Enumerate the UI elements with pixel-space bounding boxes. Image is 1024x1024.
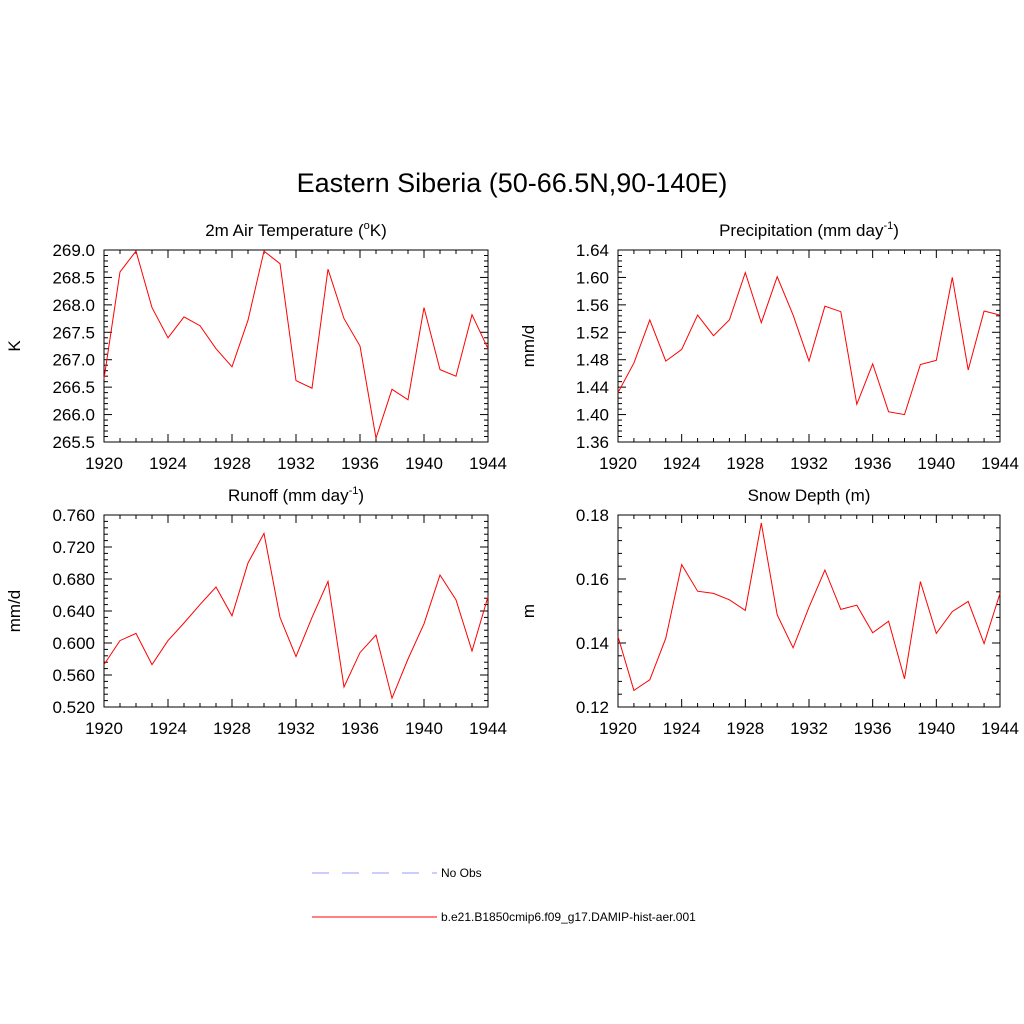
- y-tick-label: 1.48: [576, 351, 609, 370]
- x-tick-label: 1944: [469, 719, 507, 738]
- x-tick-label: 1920: [599, 454, 637, 473]
- x-tick-label: 1924: [663, 719, 701, 738]
- x-tick-label: 1932: [790, 719, 828, 738]
- y-tick-label: 1.44: [576, 378, 609, 397]
- panel-title: Runoff (mm day-1): [228, 485, 364, 505]
- series-line: [103, 531, 489, 700]
- x-tick-label: 1928: [726, 719, 764, 738]
- y-tick-label: 267.5: [52, 323, 95, 342]
- legend: No Obs b.e21.B1850cmip6.f09_g17.DAMIP-his…: [312, 866, 696, 924]
- x-tick-label: 1928: [213, 454, 251, 473]
- x-tick-label: 1932: [277, 454, 315, 473]
- y-tick-label: 0.560: [52, 666, 95, 685]
- x-tick-label: 1940: [405, 719, 443, 738]
- x-tick-label: 1936: [341, 719, 379, 738]
- y-tick-label: 1.56: [576, 296, 609, 315]
- plot-frame: [617, 514, 1001, 708]
- y-tick-label: 0.14: [576, 634, 609, 653]
- chart-panel-0: 2m Air Temperature (oK) K 1920 1924 1928 1932…: [5, 220, 507, 473]
- y-axis-label: mm/d: [5, 590, 24, 633]
- legend-label: No Obs: [441, 866, 482, 880]
- y-tick-label: 1.64: [576, 241, 609, 260]
- y-tick-label: 0.520: [52, 698, 95, 717]
- y-tick-label: 1.52: [576, 323, 609, 342]
- plot-frame: [617, 249, 1001, 443]
- y-tick-label: 1.40: [576, 406, 609, 425]
- y-axis-label: m: [519, 604, 538, 618]
- x-tick-label: 1928: [726, 454, 764, 473]
- y-tick-label: 0.18: [576, 506, 609, 525]
- y-tick-label: 0.600: [52, 634, 95, 653]
- series-line: [617, 270, 1001, 416]
- x-tick-label: 1940: [917, 454, 955, 473]
- y-tick-label: 0.720: [52, 538, 95, 557]
- x-tick-label: 1940: [405, 454, 443, 473]
- y-tick-label: 1.60: [576, 268, 609, 287]
- panel-title: 2m Air Temperature (oK): [205, 220, 387, 240]
- x-tick-label: 1924: [663, 454, 701, 473]
- y-tick-label: 0.16: [576, 570, 609, 589]
- chart-panel-1: Precipitation (mm day-1) mm/d 1920 1924 1928…: [519, 220, 1019, 473]
- chart-panel-2: Runoff (mm day-1) mm/d 1920 1924 1928 1932 193…: [5, 485, 507, 738]
- x-tick-label: 1932: [277, 719, 315, 738]
- y-tick-label: 266.0: [52, 406, 95, 425]
- x-tick-label: 1936: [854, 719, 892, 738]
- x-tick-label: 1944: [981, 719, 1019, 738]
- y-axis-label: K: [5, 340, 24, 352]
- y-tick-label: 0.760: [52, 506, 95, 525]
- x-tick-label: 1920: [85, 454, 123, 473]
- x-tick-label: 1920: [599, 719, 637, 738]
- y-tick-label: 269.0: [52, 241, 95, 260]
- page-title: Eastern Siberia (50-66.5N,90-140E): [296, 168, 728, 198]
- y-tick-label: 0.680: [52, 570, 95, 589]
- plot-frame: [103, 249, 489, 443]
- y-axis-label: mm/d: [519, 325, 538, 368]
- y-tick-label: 267.0: [52, 351, 95, 370]
- x-tick-label: 1944: [469, 454, 507, 473]
- y-tick-label: 268.5: [52, 268, 95, 287]
- x-tick-label: 1924: [149, 719, 187, 738]
- y-tick-label: 1.36: [576, 433, 609, 452]
- x-tick-label: 1940: [917, 719, 955, 738]
- x-tick-label: 1928: [213, 719, 251, 738]
- chart-panel-3: Snow Depth (m) m 1920 1924 1928 1932 1936 1940 1…: [519, 486, 1019, 738]
- y-tick-label: 0.640: [52, 602, 95, 621]
- x-tick-label: 1932: [790, 454, 828, 473]
- x-tick-label: 1936: [854, 454, 892, 473]
- y-tick-label: 265.5: [52, 433, 95, 452]
- series-line: [103, 250, 489, 439]
- plot-frame: [103, 514, 489, 708]
- x-tick-label: 1944: [981, 454, 1019, 473]
- y-tick-label: 268.0: [52, 296, 95, 315]
- panel-title: Precipitation (mm day-1): [719, 220, 899, 240]
- x-tick-label: 1924: [149, 454, 187, 473]
- legend-label: b.e21.B1850cmip6.f09_g17.DAMIP-hist-aer.…: [441, 910, 696, 924]
- y-tick-label: 0.12: [576, 698, 609, 717]
- panel-title: Snow Depth (m): [748, 486, 871, 505]
- x-tick-label: 1936: [341, 454, 379, 473]
- series-line: [617, 522, 1001, 692]
- x-tick-label: 1920: [85, 719, 123, 738]
- y-tick-label: 266.5: [52, 378, 95, 397]
